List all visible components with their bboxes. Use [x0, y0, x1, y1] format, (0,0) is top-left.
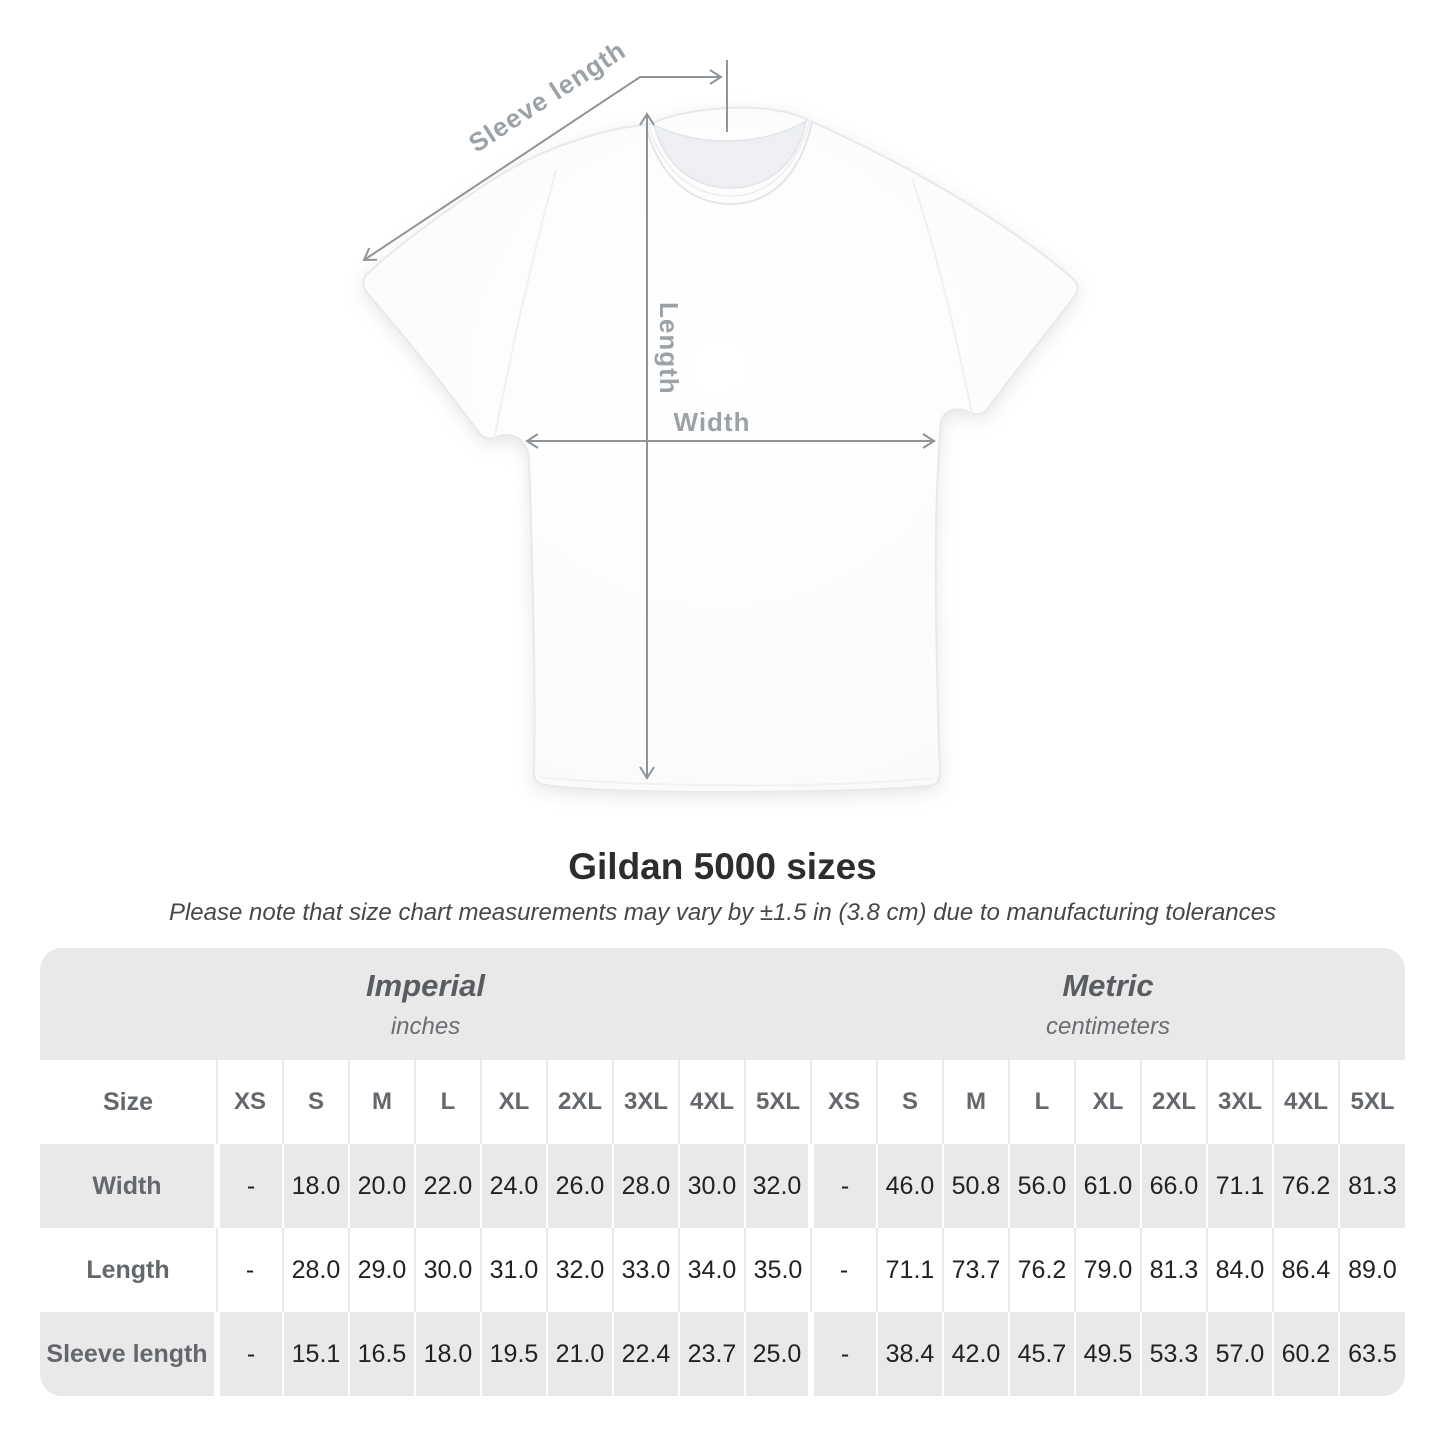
value-cell: 23.7 — [678, 1312, 745, 1396]
value-cell: 22.4 — [612, 1312, 679, 1396]
value-cell: 71.1 — [876, 1228, 943, 1312]
row-label-sleeve-length: Sleeve length — [40, 1312, 217, 1396]
row-label-width: Width — [40, 1144, 217, 1228]
size-column-header: Size — [40, 1060, 217, 1144]
value-cell: 18.0 — [282, 1144, 349, 1228]
value-cell: - — [808, 1144, 877, 1228]
size-col-header: 2XL — [546, 1060, 613, 1144]
table-row-sleeve-length: Sleeve length -15.1 16.5 18.0 19.5 21.0 22.4 2… — [40, 1312, 1405, 1396]
size-col-header: 5XL — [1338, 1060, 1405, 1144]
size-col-header: XS — [810, 1060, 877, 1144]
imperial-header: Imperial inches — [40, 948, 811, 1060]
value-cell: 60.2 — [1272, 1312, 1339, 1396]
size-header-row: Size XS S M L XL 2XL 3XL 4XL 5XL XS S M L XL 2XL 3XL 4XL… — [40, 1060, 1405, 1144]
value-cell: 45.7 — [1008, 1312, 1075, 1396]
value-cell: 81.3 — [1140, 1228, 1207, 1312]
size-col-header: M — [942, 1060, 1009, 1144]
size-col-header: XL — [480, 1060, 547, 1144]
value-cell: - — [216, 1228, 283, 1312]
value-cell: 89.0 — [1338, 1228, 1405, 1312]
value-cell: 28.0 — [612, 1144, 679, 1228]
value-cell: 29.0 — [348, 1228, 415, 1312]
size-col-header: S — [282, 1060, 349, 1144]
value-cell: 30.0 — [678, 1144, 745, 1228]
size-col-header: M — [348, 1060, 415, 1144]
value-cell: 50.8 — [942, 1144, 1009, 1228]
value-cell: 84.0 — [1206, 1228, 1273, 1312]
value-cell: 26.0 — [546, 1144, 613, 1228]
unit-system-band: Imperial inches Metric centimeters — [40, 948, 1405, 1060]
imperial-unit: inches — [390, 1012, 461, 1040]
value-cell: 79.0 — [1074, 1228, 1141, 1312]
value-cell: - — [810, 1228, 877, 1312]
value-cell: 30.0 — [414, 1228, 481, 1312]
value-cell: 46.0 — [876, 1144, 943, 1228]
value-cell: - — [214, 1144, 283, 1228]
value-cell: - — [808, 1312, 877, 1396]
tolerance-note: Please note that size chart measurements… — [168, 899, 1277, 926]
tshirt-diagram: Sleeve length Length Width — [362, 35, 1079, 793]
tshirt-body — [362, 106, 1079, 793]
table-row-length: Length -28.0 29.0 30.0 31.0 32.0 33.0 34.0 35.0… — [40, 1228, 1405, 1312]
size-col-header: S — [876, 1060, 943, 1144]
value-cell: 71.1 — [1206, 1144, 1273, 1228]
value-cell: 49.5 — [1074, 1312, 1141, 1396]
value-cell: 42.0 — [942, 1312, 1009, 1396]
size-col-header: 4XL — [678, 1060, 745, 1144]
table-row-width: Width -18.0 20.0 22.0 24.0 26.0 28.0 30.0 32.0-… — [40, 1144, 1405, 1228]
value-cell: 22.0 — [414, 1144, 481, 1228]
value-cell: 34.0 — [678, 1228, 745, 1312]
value-cell: 53.3 — [1140, 1312, 1207, 1396]
value-cell: 24.0 — [480, 1144, 547, 1228]
value-cell: 33.0 — [612, 1228, 679, 1312]
value-cell: 73.7 — [942, 1228, 1009, 1312]
size-col-header: 3XL — [1206, 1060, 1273, 1144]
size-table: Imperial inches Metric centimeters Size … — [40, 948, 1405, 1396]
value-cell: 56.0 — [1008, 1144, 1075, 1228]
value-cell: 21.0 — [546, 1312, 613, 1396]
value-cell: 63.5 — [1338, 1312, 1405, 1396]
size-col-header: L — [414, 1060, 481, 1144]
page-title: Gildan 5000 sizes — [568, 846, 877, 887]
value-cell: 76.2 — [1272, 1144, 1339, 1228]
size-col-header: 3XL — [612, 1060, 679, 1144]
size-col-header: L — [1008, 1060, 1075, 1144]
value-cell: 32.0 — [744, 1144, 811, 1228]
value-cell: 19.5 — [480, 1312, 547, 1396]
imperial-label: Imperial — [366, 967, 485, 1003]
size-col-header: 2XL — [1140, 1060, 1207, 1144]
value-cell: 15.1 — [282, 1312, 349, 1396]
value-cell: 81.3 — [1338, 1144, 1405, 1228]
value-cell: 28.0 — [282, 1228, 349, 1312]
value-cell: 31.0 — [480, 1228, 547, 1312]
width-dimension-label: Width — [674, 407, 751, 437]
size-col-header: 5XL — [744, 1060, 811, 1144]
value-cell: 32.0 — [546, 1228, 613, 1312]
value-cell: 20.0 — [348, 1144, 415, 1228]
value-cell: 16.5 — [348, 1312, 415, 1396]
value-cell: 38.4 — [876, 1312, 943, 1396]
metric-label: Metric — [1062, 967, 1154, 1003]
size-col-header: XL — [1074, 1060, 1141, 1144]
value-cell: 86.4 — [1272, 1228, 1339, 1312]
metric-unit: centimeters — [1045, 1012, 1171, 1040]
value-cell: 66.0 — [1140, 1144, 1207, 1228]
size-col-header: XS — [216, 1060, 283, 1144]
value-cell: 35.0 — [744, 1228, 811, 1312]
value-cell: - — [214, 1312, 283, 1396]
value-cell: 25.0 — [744, 1312, 811, 1396]
metric-header: Metric centimeters — [811, 948, 1405, 1060]
value-cell: 76.2 — [1008, 1228, 1075, 1312]
size-col-header: 4XL — [1272, 1060, 1339, 1144]
value-cell: 57.0 — [1206, 1312, 1273, 1396]
value-cell: 61.0 — [1074, 1144, 1141, 1228]
row-label-length: Length — [40, 1228, 217, 1312]
length-dimension-label: Length — [654, 302, 684, 395]
sleeve-length-line — [362, 69, 723, 262]
value-cell: 18.0 — [414, 1312, 481, 1396]
